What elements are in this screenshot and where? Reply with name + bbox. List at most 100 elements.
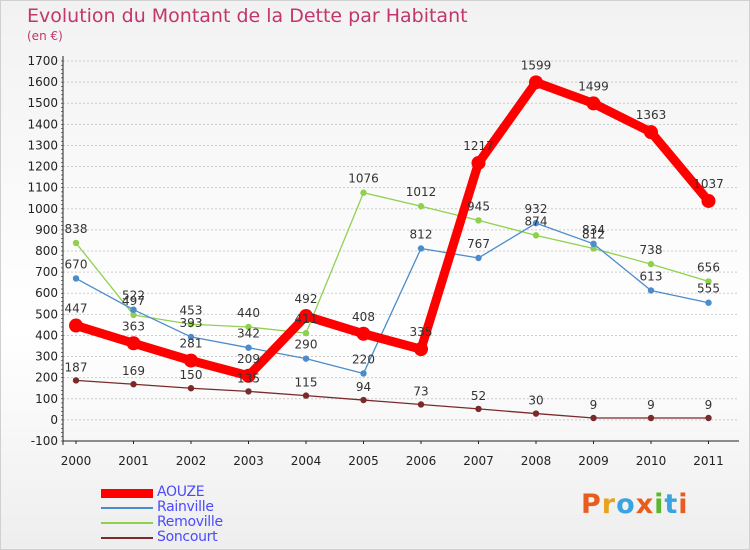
data-label: 932: [525, 202, 548, 216]
data-point-soncourt: [302, 392, 310, 399]
data-point-rainville: [187, 333, 195, 341]
data-label: 209: [237, 352, 260, 366]
data-point-aouze: [69, 318, 83, 333]
y-tick-label: 200: [35, 371, 58, 385]
data-label: 440: [237, 306, 260, 320]
data-label: 447: [65, 302, 88, 316]
data-label: 1217: [463, 139, 494, 153]
data-point-removille: [705, 278, 712, 285]
data-label: 94: [356, 380, 371, 394]
data-label: 522: [122, 289, 145, 303]
y-tick-label: 100: [35, 392, 58, 406]
logo-letter: r: [601, 489, 617, 520]
y-tick-label: 600: [35, 286, 58, 300]
proxiti-logo: Proxiti: [581, 489, 689, 520]
data-label: 613: [640, 269, 663, 283]
y-tick-label: 500: [35, 307, 58, 321]
data-label: 135: [237, 371, 260, 385]
data-point-aouze: [356, 326, 371, 341]
data-point-rainville: [532, 219, 540, 227]
data-label: 453: [180, 303, 203, 317]
data-label: 812: [410, 227, 433, 241]
series-line-soncourt: [75, 379, 710, 419]
legend-label: Rainville: [157, 499, 214, 515]
data-label: 393: [180, 316, 203, 330]
legend-swatch: [101, 522, 153, 524]
y-tick-label: 400: [35, 328, 58, 342]
data-label: 670: [65, 257, 88, 271]
data-label: 1499: [578, 79, 609, 93]
y-tick-label: 1100: [27, 181, 58, 195]
data-point-removille: [532, 232, 540, 239]
legend-swatch: [101, 507, 153, 509]
data-label: 169: [122, 364, 145, 378]
data-point-soncourt: [532, 410, 540, 417]
data-label: 52: [471, 389, 486, 403]
data-label: 9: [705, 398, 713, 412]
x-tick-label: 2000: [61, 454, 92, 468]
data-label: 1363: [636, 108, 667, 122]
data-point-removille: [72, 239, 80, 247]
data-point-rainville: [475, 254, 482, 262]
y-tick-label: 1300: [27, 138, 58, 152]
data-point-soncourt: [705, 414, 712, 422]
data-label: 838: [65, 222, 88, 236]
chart-title: Evolution du Montant de la Dette par Hab…: [27, 5, 468, 27]
y-tick-label: 1200: [27, 160, 58, 174]
data-label: 1076: [348, 172, 379, 186]
x-tick-label: 2007: [463, 454, 494, 468]
x-tick-label: 2003: [233, 454, 264, 468]
data-label: 150: [180, 368, 203, 382]
data-label: 73: [413, 384, 428, 398]
data-point-soncourt: [187, 385, 195, 392]
y-tick-label: -100: [31, 434, 58, 448]
x-tick-label: 2004: [291, 454, 322, 468]
data-point-removille: [647, 260, 655, 268]
data-label: 408: [352, 310, 375, 324]
series-line-rainville: [75, 222, 710, 375]
data-point-aouze: [126, 336, 141, 351]
data-point-rainville: [72, 275, 80, 282]
data-label: 115: [295, 376, 318, 390]
data-point-soncourt: [417, 401, 425, 408]
y-tick-label: 1000: [27, 202, 58, 216]
data-label: 9: [590, 398, 598, 412]
logo-letter: t: [664, 489, 679, 520]
data-point-rainville: [417, 245, 425, 252]
data-point-soncourt: [590, 414, 597, 422]
data-point-aouze: [241, 368, 256, 383]
legend-swatch: [101, 537, 153, 539]
data-label: 342: [237, 327, 260, 341]
x-tick-label: 2001: [118, 454, 149, 468]
data-point-removille: [590, 245, 597, 252]
data-label: 492: [295, 292, 318, 306]
data-point-soncourt: [245, 388, 252, 395]
legend-label: Soncourt: [157, 529, 218, 545]
data-label: 945: [467, 199, 490, 213]
data-label: 767: [467, 237, 490, 251]
x-tick-label: 2002: [176, 454, 207, 468]
data-label: 187: [65, 360, 88, 374]
data-point-soncourt: [130, 381, 137, 388]
data-point-removille: [475, 217, 482, 224]
legend-swatch: [101, 489, 153, 498]
data-label: 1037: [693, 177, 724, 191]
data-point-soncourt: [647, 414, 655, 422]
legend-label: AOUZE: [157, 484, 205, 500]
data-point-aouze: [586, 96, 601, 111]
y-tick-label: 1400: [27, 117, 58, 131]
data-label: 497: [122, 294, 145, 308]
data-label: 335: [410, 325, 433, 339]
data-label: 874: [525, 214, 548, 228]
data-label: 9: [647, 398, 655, 412]
x-tick-label: 2011: [693, 454, 724, 468]
logo-letter: o: [616, 489, 636, 520]
x-tick-label: 2010: [636, 454, 667, 468]
y-tick-label: 300: [35, 350, 58, 364]
data-point-aouze: [184, 353, 198, 368]
data-label: 1599: [521, 58, 552, 72]
data-point-rainville: [705, 299, 712, 306]
data-point-rainville: [130, 306, 137, 313]
data-label: 812: [582, 227, 605, 241]
